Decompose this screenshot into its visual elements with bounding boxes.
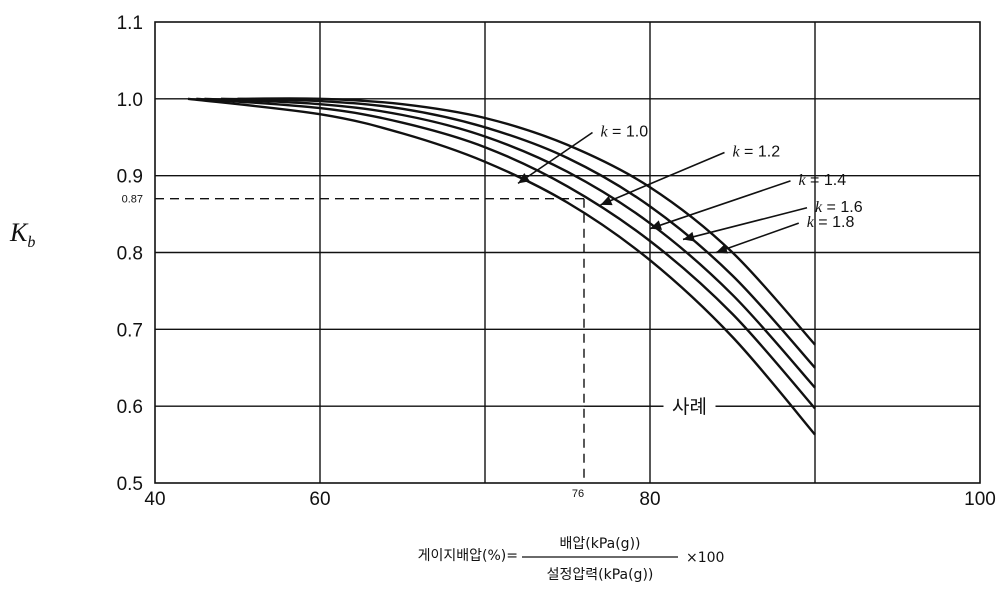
series-line-4 (196, 97, 816, 410)
series-label-arrowhead-4 (683, 231, 695, 242)
series-label-arrow-5 (715, 222, 800, 254)
y-tick-label: 1.1 (117, 13, 143, 34)
series-label-arrow-1 (517, 131, 593, 185)
series-label-3: k = 1.4 (799, 172, 847, 189)
x-tick-label: 80 (639, 489, 660, 510)
series-label-arrowhead-5 (716, 244, 729, 254)
series-label-arrowhead-1 (518, 173, 530, 184)
y-axis-ticks: 0.5 0.6 0.7 0.8 0.9 1.0 1.1 (117, 13, 143, 495)
x-tick-label: 100 (964, 489, 996, 510)
series-line-3 (204, 97, 816, 389)
series-label-arrow-4 (682, 207, 808, 241)
formula-numerator: 배압(kPa(g)) (560, 536, 641, 552)
x-tick-label: 60 (309, 489, 330, 510)
series-label-2: k = 1.2 (733, 143, 781, 160)
example-guide-lines (155, 198, 795, 483)
formula-lhs: 게이지배압(%)= (418, 548, 518, 564)
y-axis-label: Kb (9, 218, 35, 251)
series-label-5: k = 1.8 (807, 214, 855, 231)
series-label-arrowhead-3 (650, 220, 663, 230)
series-line-5 (187, 97, 816, 436)
series-curves (187, 97, 816, 436)
example-label: 사례 (672, 396, 707, 418)
example-x-tick-label: 76 (572, 488, 584, 500)
x-axis-ticks: 40 60 80 100 (144, 489, 995, 510)
grid (154, 21, 981, 484)
y-tick-label: 0.6 (117, 397, 143, 418)
y-tick-label: 0.9 (117, 167, 143, 188)
formula-denominator: 설정압력(kPa(g)) (547, 567, 654, 583)
formula-suffix: ×100 (686, 550, 724, 566)
example-y-tick-label: 0.87 (122, 194, 143, 206)
series-label-1: k = 1.0 (601, 123, 649, 140)
series-label-4: k = 1.6 (815, 199, 863, 216)
series-label-arrow-2 (600, 151, 725, 206)
y-tick-label: 0.8 (117, 244, 143, 265)
y-tick-label: 1.0 (117, 90, 143, 111)
series-labels: k = 1.0 k = 1.2 k = 1.4 k = 1.6k = 1.8 (517, 123, 863, 254)
y-tick-label: 0.7 (117, 320, 143, 341)
x-tick-label: 40 (144, 489, 165, 510)
y-tick-label: 0.5 (117, 474, 143, 495)
x-axis-formula: 게이지배압(%)= 배압(kPa(g)) 설정압력(kPa(g)) ×100 (418, 536, 725, 583)
series-label-arrow-3 (649, 180, 791, 230)
series-line-1 (237, 97, 816, 346)
series-line-2 (220, 97, 816, 369)
example-label-background (663, 394, 716, 419)
series-label-arrowhead-2 (600, 195, 613, 206)
